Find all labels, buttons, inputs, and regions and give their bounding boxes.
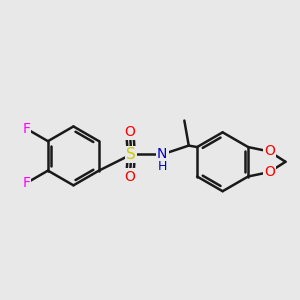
Text: S: S (127, 147, 136, 162)
Text: O: O (264, 165, 275, 179)
Text: O: O (264, 145, 275, 158)
Text: F: F (22, 122, 30, 136)
Text: O: O (124, 169, 135, 184)
Text: O: O (124, 125, 135, 139)
Text: N: N (157, 147, 167, 161)
Text: F: F (22, 176, 30, 190)
Text: H: H (158, 160, 167, 173)
